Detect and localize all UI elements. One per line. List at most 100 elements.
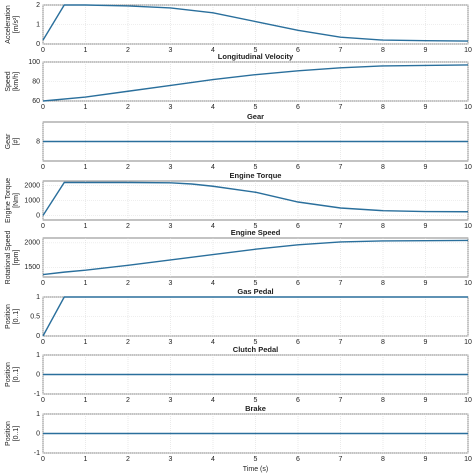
x-tick-label: 3	[169, 47, 173, 54]
x-tick-label: 5	[254, 280, 258, 287]
x-tick-label: 4	[211, 456, 215, 463]
y-axis-label: [rpm]	[13, 249, 20, 265]
y-axis-label: Engine Torque	[5, 178, 12, 223]
y-axis-label: Position	[5, 304, 12, 329]
subplot-title: Gas Pedal	[237, 287, 273, 296]
x-tick-label: 1	[84, 397, 88, 404]
x-tick-label: 9	[424, 47, 428, 54]
y-tick-label: -1	[34, 450, 40, 457]
x-tick-label: 5	[254, 456, 258, 463]
y-tick-label: 1	[36, 352, 40, 359]
data-line	[42, 239, 469, 276]
y-tick-label: 80	[32, 78, 40, 85]
subplot-title: Longitudinal Velocity	[218, 52, 294, 61]
y-tick-label: 1	[36, 411, 40, 418]
x-tick-label: 2	[126, 456, 130, 463]
y-tick-label: 0	[36, 371, 40, 378]
x-tick-label: 7	[339, 223, 343, 230]
data-line	[42, 181, 469, 216]
x-tick-label: 1	[84, 339, 88, 346]
y-tick-label: 60	[32, 98, 40, 105]
x-tick-label: 7	[339, 164, 343, 171]
x-tick-label: 2	[126, 47, 130, 54]
x-tick-label: 4	[211, 164, 215, 171]
subplot-title: Brake	[245, 404, 266, 413]
x-tick-label: 0	[41, 47, 45, 54]
x-tick-label: 10	[464, 223, 472, 230]
data-line	[42, 296, 468, 337]
y-axis-label: [0..1]	[13, 426, 20, 442]
x-tick-label: 0	[41, 280, 45, 287]
x-tick-label: 5	[254, 339, 258, 346]
x-tick-label: 6	[296, 339, 300, 346]
x-tick-label: 7	[339, 104, 343, 111]
x-tick-label: 8	[381, 223, 385, 230]
x-tick-label: 10	[464, 339, 472, 346]
subplot-title: Engine Speed	[231, 228, 281, 237]
y-axis-label: Position	[5, 362, 12, 387]
x-tick-label: 10	[464, 280, 472, 287]
data-line	[42, 64, 469, 102]
x-axis-label: Time (s)	[243, 466, 268, 473]
axes-frame	[42, 237, 469, 278]
x-tick-label: 3	[169, 223, 173, 230]
x-tick-label: 10	[464, 104, 472, 111]
x-tick-label: 9	[424, 339, 428, 346]
y-tick-label: 1000	[24, 197, 40, 204]
y-axis-label: Rotational Speed	[5, 231, 12, 285]
y-tick-label: 2	[36, 2, 40, 9]
x-tick-label: 2	[126, 397, 130, 404]
x-tick-label: 7	[339, 339, 343, 346]
y-tick-label: 0	[36, 333, 40, 340]
x-tick-label: 8	[381, 397, 385, 404]
x-tick-label: 4	[211, 339, 215, 346]
x-tick-label: 9	[424, 280, 428, 287]
x-tick-label: 5	[254, 104, 258, 111]
y-tick-label: 0	[36, 212, 40, 219]
y-tick-label: 1	[36, 294, 40, 301]
x-tick-label: 0	[41, 397, 45, 404]
y-axis-label: [0..1]	[13, 367, 20, 383]
y-tick-label: 0	[36, 41, 40, 48]
x-tick-label: 1	[84, 223, 88, 230]
y-tick-label: 100	[28, 59, 40, 66]
x-tick-label: 10	[464, 397, 472, 404]
x-tick-label: 9	[424, 223, 428, 230]
y-tick-label: 1500	[24, 264, 40, 271]
x-tick-label: 8	[381, 164, 385, 171]
x-tick-label: 4	[211, 104, 215, 111]
x-tick-label: 3	[169, 339, 173, 346]
x-tick-label: 8	[381, 280, 385, 287]
y-tick-label: 1	[36, 21, 40, 28]
subplot-title: Clutch Pedal	[233, 345, 278, 354]
x-tick-label: 6	[296, 47, 300, 54]
x-tick-label: 7	[339, 280, 343, 287]
data-line	[42, 4, 469, 42]
x-tick-label: 9	[424, 104, 428, 111]
y-axis-label: [m/s²]	[13, 16, 20, 34]
x-tick-label: 9	[424, 164, 428, 171]
x-tick-label: 6	[296, 223, 300, 230]
x-tick-label: 5	[254, 397, 258, 404]
x-tick-label: 0	[41, 164, 45, 171]
y-axis-label: [km/h]	[13, 72, 20, 91]
x-tick-label: 8	[381, 104, 385, 111]
x-tick-label: 9	[424, 456, 428, 463]
y-axis-label: [0..1]	[13, 309, 20, 325]
y-tick-label: 2000	[24, 240, 40, 247]
x-tick-label: 9	[424, 397, 428, 404]
x-tick-label: 5	[254, 47, 258, 54]
y-axis-label: Speed	[5, 71, 12, 91]
x-tick-label: 6	[296, 456, 300, 463]
y-tick-label: -1	[34, 391, 40, 398]
x-tick-label: 8	[381, 47, 385, 54]
subplot-title: Engine Torque	[230, 171, 282, 180]
x-tick-label: 7	[339, 456, 343, 463]
x-tick-label: 4	[211, 397, 215, 404]
x-tick-label: 1	[84, 164, 88, 171]
x-tick-label: 4	[211, 280, 215, 287]
x-tick-label: 3	[169, 164, 173, 171]
x-tick-label: 2	[126, 223, 130, 230]
y-tick-label: 8	[36, 138, 40, 145]
